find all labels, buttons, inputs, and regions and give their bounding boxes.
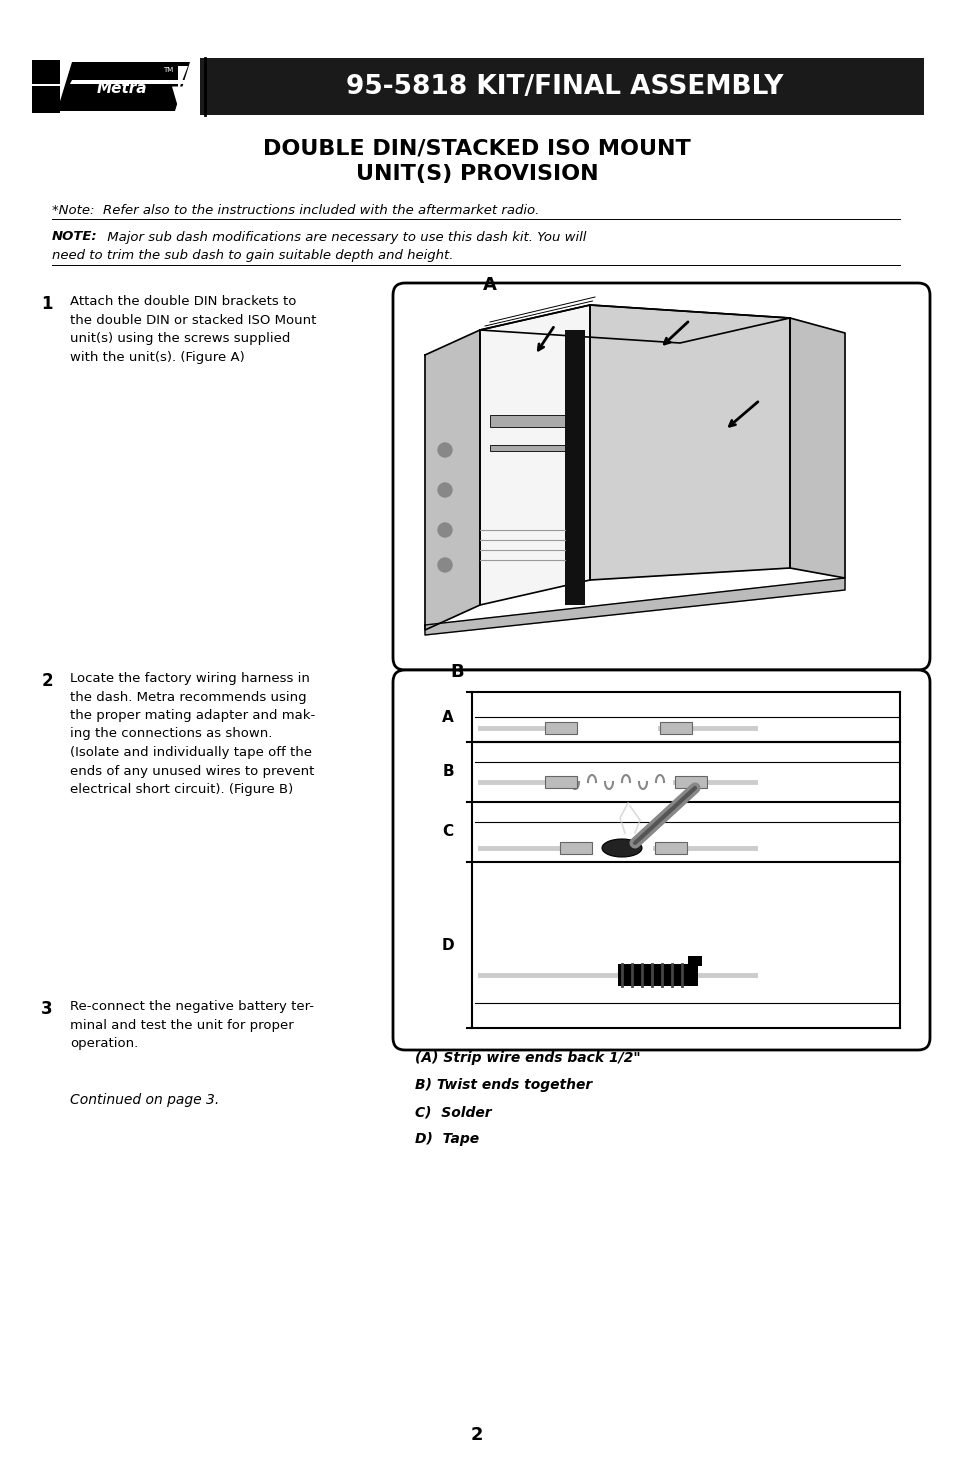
Polygon shape bbox=[479, 305, 789, 344]
Bar bbox=[675, 776, 706, 788]
Polygon shape bbox=[589, 305, 789, 580]
Text: Metra: Metra bbox=[96, 81, 147, 96]
Bar bbox=[544, 776, 577, 788]
Text: (A) Strip wire ends back 1/2": (A) Strip wire ends back 1/2" bbox=[415, 1052, 640, 1065]
Bar bbox=[30, 58, 200, 115]
Polygon shape bbox=[479, 305, 589, 605]
Circle shape bbox=[437, 524, 452, 537]
Bar bbox=[687, 956, 701, 966]
Bar bbox=[32, 60, 60, 114]
Bar bbox=[490, 445, 579, 451]
Text: UNIT(S) PROVISION: UNIT(S) PROVISION bbox=[355, 164, 598, 184]
Circle shape bbox=[437, 558, 452, 572]
Polygon shape bbox=[424, 330, 479, 630]
Bar bbox=[32, 84, 60, 86]
Polygon shape bbox=[57, 62, 190, 111]
Text: NOTE:: NOTE: bbox=[52, 230, 97, 243]
Bar bbox=[659, 721, 691, 735]
Text: A: A bbox=[441, 709, 454, 724]
Text: Locate the factory wiring harness in
the dash. Metra recommends using
the proper: Locate the factory wiring harness in the… bbox=[70, 673, 314, 796]
Polygon shape bbox=[172, 66, 188, 108]
Text: B) Twist ends together: B) Twist ends together bbox=[415, 1078, 592, 1092]
Text: B: B bbox=[450, 662, 463, 681]
Bar bbox=[655, 842, 686, 854]
Bar bbox=[618, 965, 698, 985]
Text: 95-5818 KIT/FINAL ASSEMBLY: 95-5818 KIT/FINAL ASSEMBLY bbox=[346, 74, 783, 99]
Text: 1: 1 bbox=[41, 295, 52, 313]
Polygon shape bbox=[789, 319, 844, 578]
Bar bbox=[490, 414, 579, 426]
Text: D: D bbox=[441, 938, 454, 953]
Text: *Note:  Refer also to the instructions included with the aftermarket radio.: *Note: Refer also to the instructions in… bbox=[52, 204, 538, 217]
Text: Re-connect the negative battery ter-
minal and test the unit for proper
operatio: Re-connect the negative battery ter- min… bbox=[70, 1000, 314, 1050]
Text: TM: TM bbox=[163, 66, 172, 72]
FancyBboxPatch shape bbox=[393, 283, 929, 670]
Text: need to trim the sub dash to gain suitable depth and height.: need to trim the sub dash to gain suitab… bbox=[52, 249, 453, 263]
Polygon shape bbox=[70, 80, 190, 84]
Ellipse shape bbox=[601, 839, 641, 857]
Text: Continued on page 3.: Continued on page 3. bbox=[70, 1093, 219, 1108]
Text: B: B bbox=[442, 764, 454, 779]
Text: Attach the double DIN brackets to
the double DIN or stacked ISO Mount
unit(s) us: Attach the double DIN brackets to the do… bbox=[70, 295, 316, 363]
FancyBboxPatch shape bbox=[393, 670, 929, 1050]
Bar bbox=[544, 721, 577, 735]
Text: C: C bbox=[442, 825, 453, 839]
Bar bbox=[564, 330, 584, 605]
Circle shape bbox=[437, 482, 452, 497]
Text: 2: 2 bbox=[41, 673, 52, 690]
Text: 2: 2 bbox=[470, 1426, 483, 1444]
Text: D)  Tape: D) Tape bbox=[415, 1131, 478, 1146]
Text: Major sub dash modifications are necessary to use this dash kit. You will: Major sub dash modifications are necessa… bbox=[103, 230, 586, 243]
Text: C)  Solder: C) Solder bbox=[415, 1105, 491, 1120]
Text: 3: 3 bbox=[41, 1000, 52, 1018]
Bar bbox=[559, 842, 592, 854]
Circle shape bbox=[437, 442, 452, 457]
Bar bbox=[30, 58, 923, 115]
Text: DOUBLE DIN/STACKED ISO MOUNT: DOUBLE DIN/STACKED ISO MOUNT bbox=[263, 139, 690, 158]
Polygon shape bbox=[424, 578, 844, 636]
Text: A: A bbox=[482, 276, 497, 294]
